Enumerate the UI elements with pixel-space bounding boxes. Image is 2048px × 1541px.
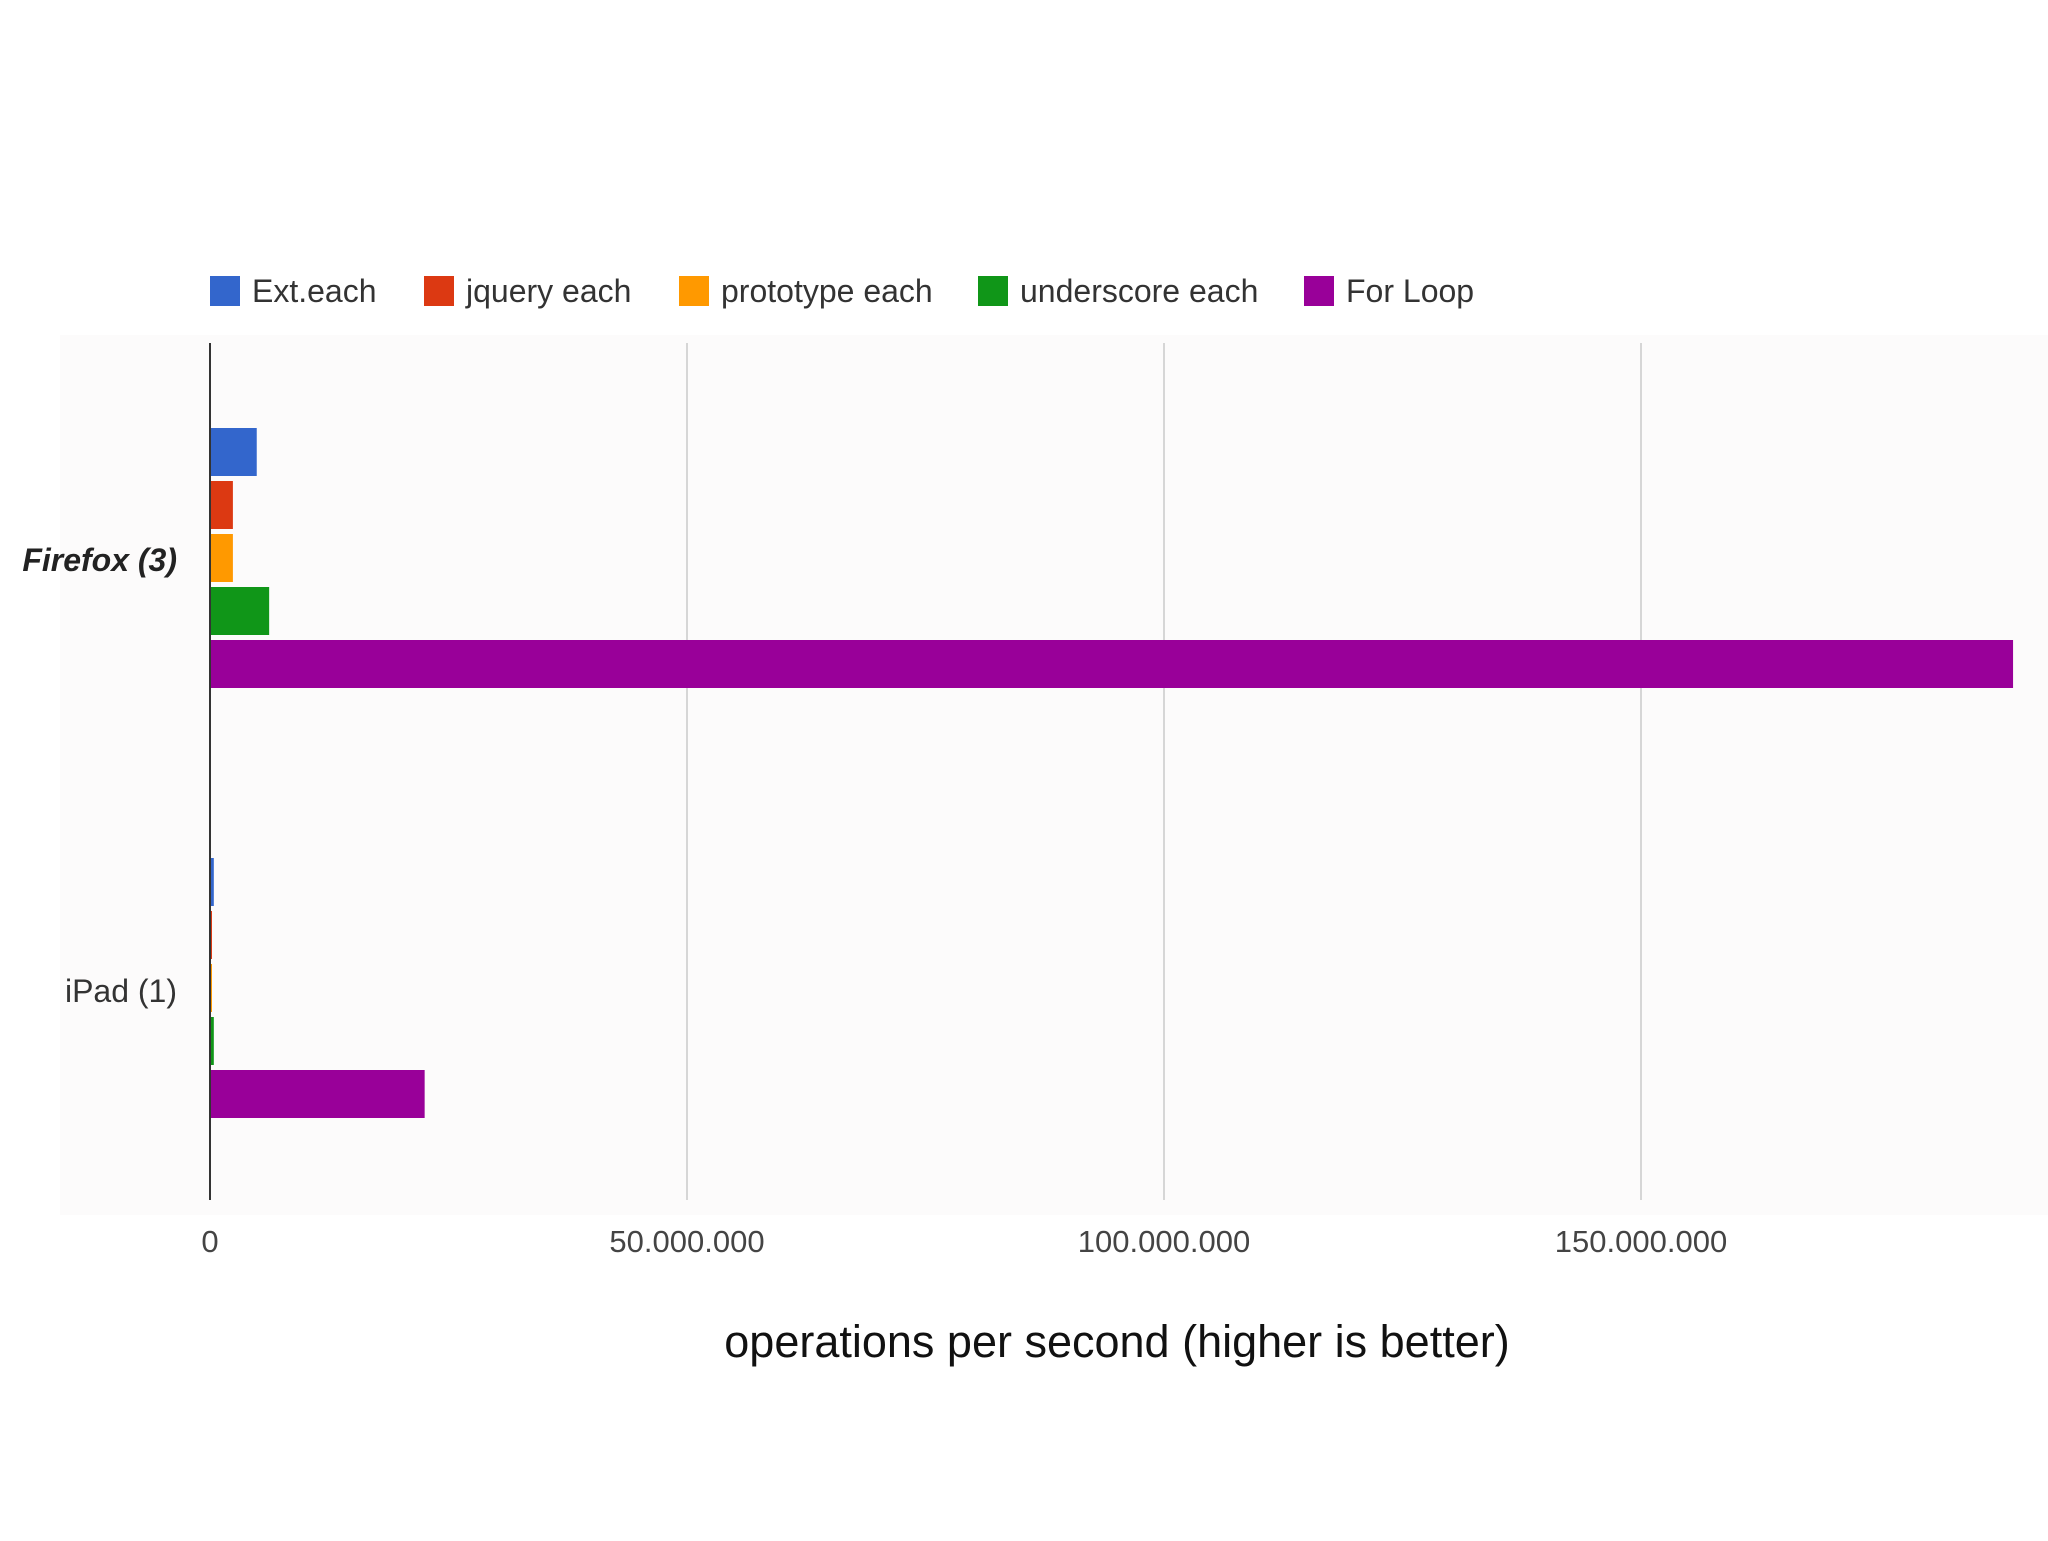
legend-label: For Loop <box>1346 273 1474 309</box>
plot-background <box>60 335 2048 1215</box>
gridlines <box>686 343 1642 1200</box>
legend-swatch <box>424 276 454 306</box>
bar-prototype-each-firefox-3 <box>210 534 233 582</box>
legend-item: underscore each <box>978 273 1258 309</box>
category-label: iPad (1) <box>65 973 177 1009</box>
legend-label: prototype each <box>721 273 933 309</box>
x-tick-label: 150.000.000 <box>1555 1224 1727 1259</box>
legend-item: For Loop <box>1304 273 1474 309</box>
bars <box>210 428 2014 1118</box>
legend-item: Ext.each <box>210 273 377 309</box>
bar-for-loop-ipad-1 <box>210 1070 425 1118</box>
legend-item: prototype each <box>679 273 933 309</box>
bar-ext-each-firefox-3 <box>210 428 257 476</box>
legend-swatch <box>1304 276 1334 306</box>
x-tick-label: 100.000.000 <box>1078 1224 1250 1259</box>
bar-for-loop-firefox-3 <box>210 640 2014 688</box>
legend-swatch <box>679 276 709 306</box>
legend-label: Ext.each <box>252 273 377 309</box>
legend-swatch <box>978 276 1008 306</box>
category-labels: Firefox (3) iPad (1) <box>22 542 177 1009</box>
legend-label: underscore each <box>1020 273 1258 309</box>
x-tick-labels: 0 50.000.000 100.000.000 150.000.000 <box>201 1224 1727 1259</box>
legend-swatch <box>210 276 240 306</box>
legend: Ext.each jquery each prototype each undersc… <box>210 273 1474 309</box>
x-tick-label: 0 <box>201 1224 218 1259</box>
legend-item: jquery each <box>424 273 631 309</box>
bar-jquery-each-firefox-3 <box>210 481 233 529</box>
category-label: Firefox (3) <box>22 542 177 578</box>
legend-label: jquery each <box>465 273 631 309</box>
x-tick-label: 50.000.000 <box>609 1224 764 1259</box>
x-axis-title: operations per second (higher is better) <box>724 1316 1509 1367</box>
bar-ext-each-ipad-1 <box>210 858 214 906</box>
bar-underscore-each-ipad-1 <box>210 1017 214 1065</box>
bar-underscore-each-firefox-3 <box>210 587 270 635</box>
